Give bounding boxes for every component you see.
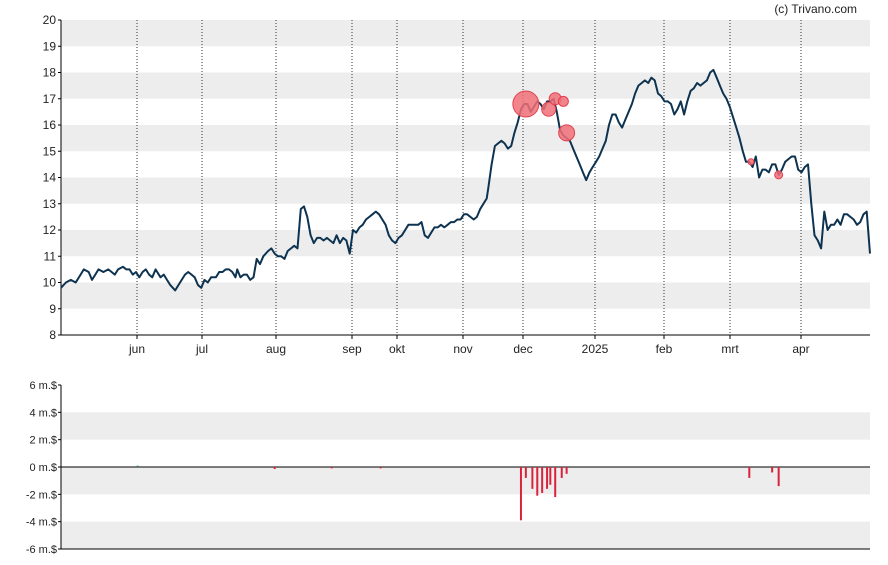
price-grid-band — [61, 177, 870, 204]
price-y-tick-label: 12 — [43, 223, 57, 237]
price-y-tick-label: 10 — [43, 276, 57, 290]
volume-bar — [748, 467, 751, 478]
month-label: jul — [195, 342, 208, 356]
month-label: 2025 — [582, 342, 609, 356]
price-y-tick-label: 13 — [43, 197, 57, 211]
volume-grid-band — [61, 467, 870, 495]
volume-bar — [273, 467, 276, 470]
credit-label: (c) Trivano.com — [774, 2, 857, 16]
price-y-tick-label: 11 — [44, 249, 57, 263]
volume-bar — [524, 467, 527, 478]
volume-bar — [549, 467, 552, 485]
price-grid-band — [61, 20, 870, 47]
month-label: okt — [389, 342, 406, 356]
month-label: sep — [342, 342, 362, 356]
volume-y-tick-label: 0 m.$ — [29, 462, 57, 474]
price-grid-band — [61, 282, 870, 309]
volume-y-tick-label: -2 m.$ — [26, 489, 57, 501]
volume-bar — [777, 467, 780, 487]
price-y-tick-label: 9 — [49, 302, 56, 316]
price-grid-band — [61, 230, 870, 257]
price-y-tick-label: 17 — [43, 92, 57, 106]
volume-bar — [771, 467, 774, 473]
volume-y-tick-label: -4 m.$ — [26, 517, 57, 529]
volume-y-tick-label: 4 m.$ — [29, 407, 57, 419]
insider-event-dot — [558, 124, 576, 142]
insider-event-dot — [774, 170, 784, 180]
month-label: mrt — [721, 342, 739, 356]
volume-grid-band — [61, 412, 870, 440]
volume-y-tick-label: 6 m.$ — [29, 380, 57, 392]
volume-bar — [531, 467, 534, 489]
volume-bar — [541, 467, 544, 493]
insider-event-dot — [512, 90, 540, 118]
month-label: apr — [792, 342, 809, 356]
volume-bar — [560, 467, 563, 478]
month-label: feb — [656, 342, 673, 356]
volume-bar — [330, 467, 333, 469]
volume-bar — [554, 467, 557, 498]
volume-bar — [519, 467, 522, 521]
insider-event-dot — [747, 158, 755, 166]
price-y-tick-label: 15 — [43, 144, 57, 158]
month-label: aug — [266, 342, 286, 356]
price-y-tick-label: 19 — [43, 39, 57, 53]
volume-bar — [379, 467, 382, 469]
month-label: nov — [453, 342, 472, 356]
insider-event-dot — [557, 95, 569, 107]
price-grid-band — [61, 72, 870, 99]
price-y-tick-label: 18 — [43, 66, 57, 80]
insider-event-dot — [541, 101, 557, 117]
volume-grid-band — [61, 521, 870, 549]
volume-bar — [536, 467, 539, 496]
volume-y-tick-label: 2 m.$ — [29, 435, 57, 447]
month-label: jun — [128, 342, 145, 356]
price-y-tick-label: 8 — [49, 328, 56, 342]
price-y-tick-label: 14 — [43, 171, 57, 185]
price-y-tick-label: 16 — [43, 118, 57, 132]
volume-y-tick-label: -6 m.$ — [26, 544, 57, 556]
volume-bar — [565, 467, 568, 474]
price-y-tick-label: 20 — [43, 13, 57, 27]
volume-bar — [546, 467, 549, 489]
volume-bar — [136, 465, 139, 467]
month-label: dec — [513, 342, 532, 356]
price-grid-band — [61, 125, 870, 152]
price-line — [60, 68, 871, 292]
